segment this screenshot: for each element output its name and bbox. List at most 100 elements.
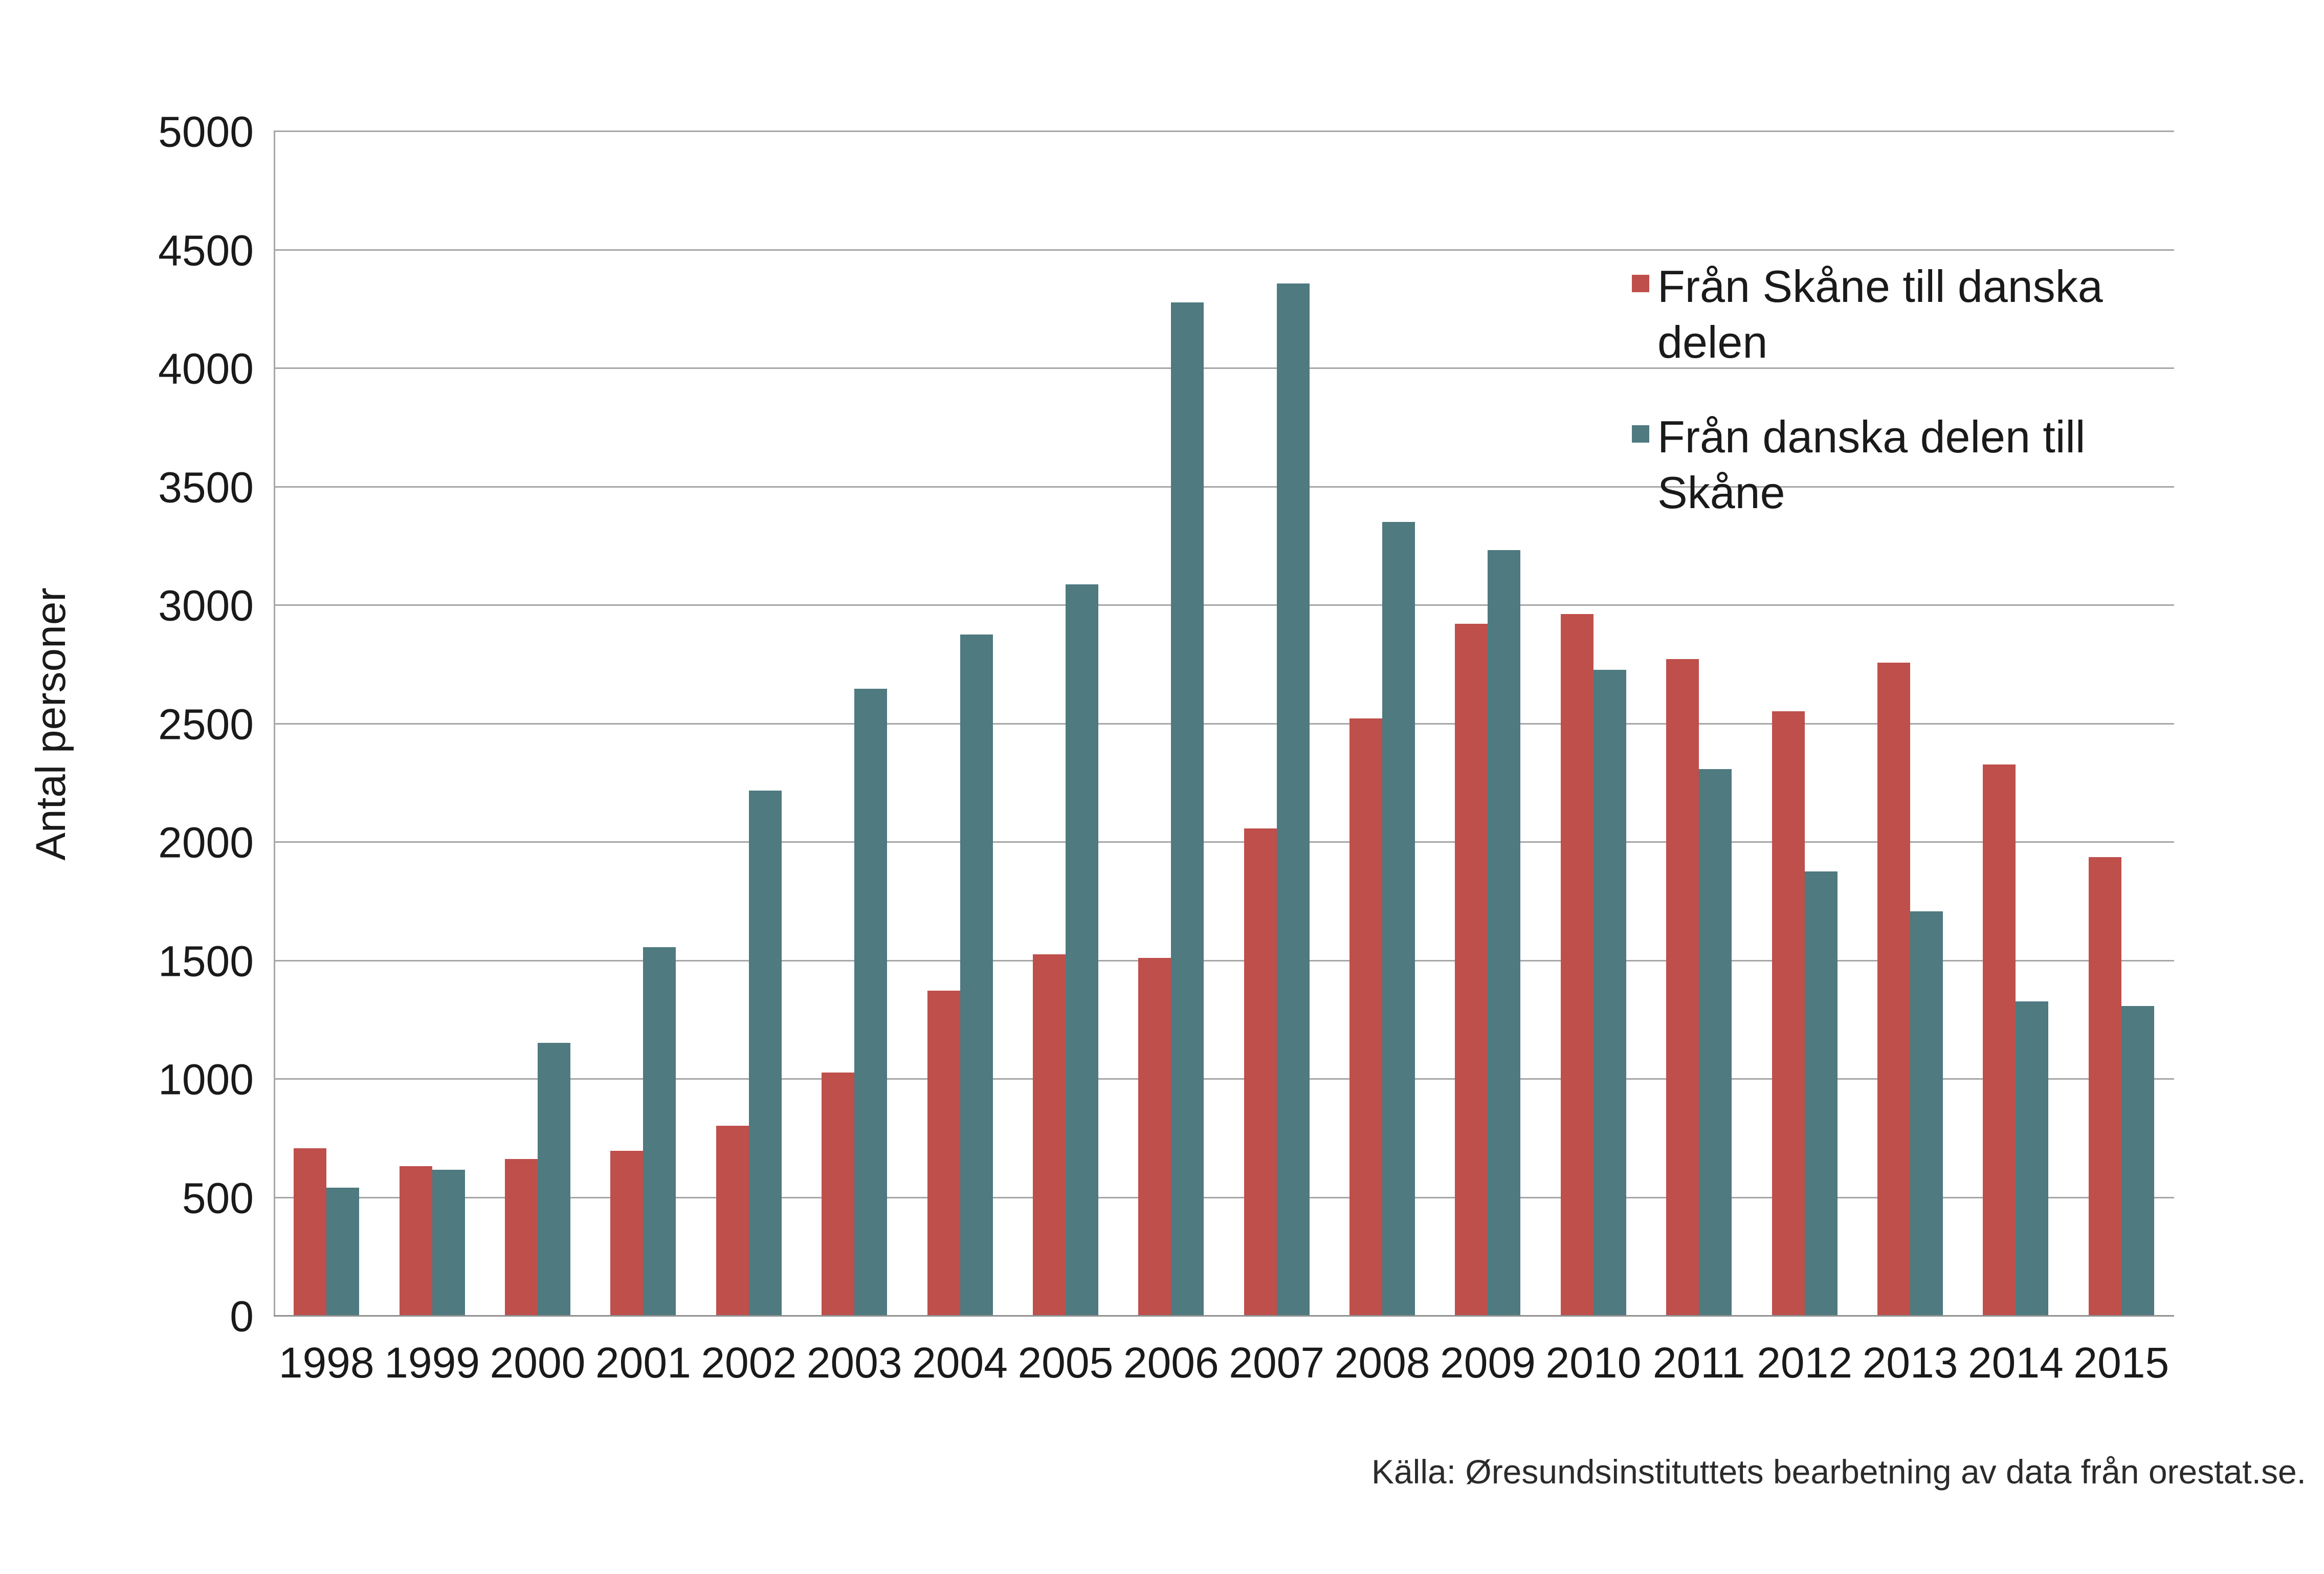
bar-2009-series-2 (1488, 550, 1521, 1317)
bar-2014-series-1 (1983, 764, 2016, 1317)
x-tick-label: 2003 (806, 1339, 902, 1387)
y-tick-label: 3000 (158, 581, 254, 630)
bar-group-2014 (1963, 132, 2068, 1317)
y-tick-label: 1000 (158, 1055, 254, 1104)
legend-label: Från Skåne till danska delen (1657, 261, 2103, 368)
bar-2013-series-2 (1910, 911, 1943, 1317)
bar-2002-series-1 (716, 1126, 749, 1317)
y-tick-label: 3500 (158, 463, 254, 511)
bar-group-2002 (696, 132, 802, 1317)
x-tick-label: 2002 (701, 1339, 797, 1387)
bar-2011-series-2 (1699, 769, 1732, 1317)
bar-group-2015 (2069, 132, 2174, 1317)
bar-group-2007 (1224, 132, 1330, 1317)
x-tick-label: 2006 (1123, 1339, 1219, 1387)
x-tick-label: 2007 (1229, 1339, 1325, 1387)
bar-2003-series-2 (854, 689, 888, 1317)
gridline (274, 1078, 2174, 1080)
bar-2008-series-1 (1349, 718, 1383, 1317)
bar-series (274, 132, 2174, 1317)
gridline (274, 130, 2174, 132)
bar-2001-series-1 (610, 1150, 644, 1317)
bar-2006-series-2 (1171, 302, 1204, 1317)
bar-2012-series-1 (1772, 711, 1805, 1317)
plot-area (274, 130, 2174, 1317)
gridline (274, 486, 2174, 488)
gridline (274, 959, 2174, 961)
bar-2008-series-2 (1382, 521, 1415, 1317)
bar-2002-series-2 (748, 791, 782, 1317)
bar-group-2006 (1118, 132, 1224, 1317)
bar-2013-series-1 (1877, 663, 1911, 1317)
bar-2007-series-2 (1276, 283, 1310, 1317)
bar-group-2001 (590, 132, 696, 1317)
bar-1998-series-1 (294, 1148, 327, 1317)
bar-2015-series-1 (2088, 857, 2121, 1317)
bar-group-1999 (379, 132, 484, 1317)
bar-group-2003 (802, 132, 907, 1317)
bar-group-2000 (485, 132, 590, 1317)
bar-2004-series-2 (960, 634, 993, 1317)
y-axis-tick-labels: 0 500 1000 1500 2000 2500 3000 3500 4000 4500 5000 (0, 108, 254, 1341)
y-tick-label: 5000 (158, 107, 254, 156)
gridline (274, 841, 2174, 843)
gridline (274, 249, 2174, 251)
bar-group-2013 (1857, 132, 1963, 1317)
bar-group-2010 (1541, 132, 1646, 1317)
gridline (274, 604, 2174, 606)
x-tick-label: 2000 (490, 1339, 586, 1387)
legend-entry-2: Från danska delen till Skåne (1632, 409, 2169, 520)
bar-2004-series-1 (927, 991, 960, 1317)
bar-group-2012 (1752, 132, 1857, 1317)
x-tick-label: 1999 (384, 1339, 480, 1387)
bar-2015-series-2 (2121, 1006, 2154, 1317)
bar-2010-series-1 (1560, 614, 1593, 1317)
legend-marker-icon (1632, 275, 1649, 292)
bar-1999-series-1 (399, 1166, 432, 1317)
bar-group-2005 (1013, 132, 1118, 1317)
x-tick-label: 2009 (1440, 1339, 1536, 1387)
y-tick-label: 1500 (158, 937, 254, 985)
y-tick-label: 2000 (158, 818, 254, 867)
bar-2001-series-2 (643, 947, 676, 1317)
bar-2000-series-2 (537, 1043, 570, 1317)
gridline (274, 723, 2174, 725)
gridline (274, 367, 2174, 369)
x-tick-label: 2015 (2073, 1339, 2170, 1387)
legend: Från Skåne till danska delen Från danska … (1632, 258, 2169, 520)
bar-2005-series-2 (1065, 584, 1098, 1317)
x-tick-label: 2005 (1017, 1339, 1114, 1387)
bar-1999-series-2 (432, 1169, 465, 1317)
x-tick-label: 1998 (278, 1339, 374, 1387)
bar-group-2011 (1646, 132, 1752, 1317)
legend-marker-icon (1632, 425, 1649, 443)
y-axis-line (274, 132, 275, 1317)
bar-group-1998 (274, 132, 379, 1317)
x-tick-label: 2014 (1967, 1339, 2064, 1387)
bar-group-2004 (907, 132, 1012, 1317)
x-tick-label: 2013 (1862, 1339, 1958, 1387)
x-axis-tick-labels: 1998 1999 2000 2001 2002 2003 2004 2005 2006 2007… (274, 1338, 2174, 1405)
gridline (274, 1196, 2174, 1198)
y-tick-label: 2500 (158, 700, 254, 748)
bar-2005-series-1 (1032, 954, 1066, 1317)
y-tick-label: 500 (182, 1174, 254, 1222)
x-tick-label: 2008 (1334, 1339, 1430, 1387)
legend-label: Från danska delen till Skåne (1657, 411, 2086, 518)
bar-group-2009 (1435, 132, 1540, 1317)
bar-2007-series-1 (1244, 828, 1277, 1317)
bar-2011-series-1 (1666, 659, 1699, 1317)
source-caption: Källa: Øresundsinstituttets bearbetning … (1371, 1453, 2306, 1491)
bar-group-2008 (1330, 132, 1435, 1317)
x-axis-line (274, 1315, 2174, 1317)
x-tick-label: 2011 (1652, 1339, 1745, 1387)
bar-2012-series-2 (1804, 871, 1838, 1317)
bar-2003-series-1 (822, 1073, 855, 1317)
x-tick-label: 2010 (1545, 1339, 1642, 1387)
x-tick-label: 2012 (1757, 1339, 1853, 1387)
x-tick-label: 2004 (912, 1339, 1008, 1387)
bar-2009-series-1 (1455, 623, 1488, 1317)
bar-2010-series-2 (1593, 670, 1626, 1317)
y-tick-label: 4000 (158, 344, 254, 393)
